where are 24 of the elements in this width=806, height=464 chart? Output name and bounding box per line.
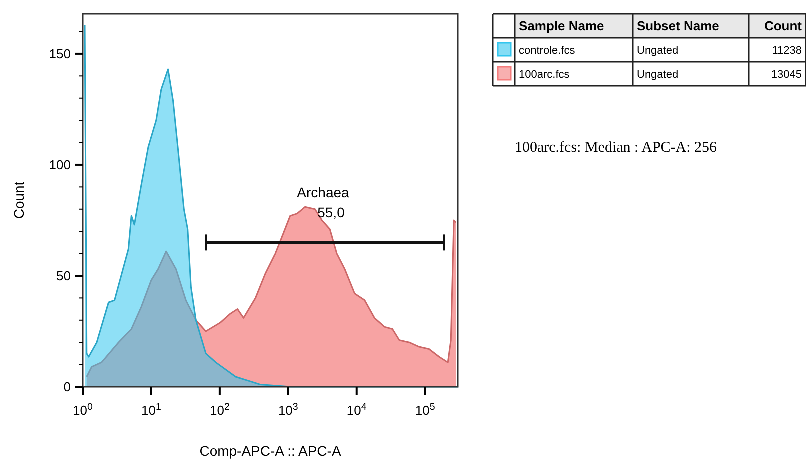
x-tick-label: 10$^{4}$ [346,402,368,418]
y-tick-label: 150 [49,46,71,62]
text: Ungated [637,68,679,81]
annotation: Archaea [297,184,350,201]
text: Subset Name [637,18,720,34]
text: Count [764,18,803,34]
text: Sample Name [519,18,604,34]
y-tick-label: 0 [64,380,71,395]
annotation: 55,0 [318,204,346,221]
x-tick-label: 10$^{1}$ [142,402,162,418]
x-tick-label: 10$^{3}$ [278,402,298,418]
text: 11238 [772,44,802,57]
text: 13045 [771,68,802,81]
y-tick-label: 100 [49,158,71,173]
text: Ungated [637,44,679,57]
legend-label: 100arc.fcs [519,68,570,81]
y-tick-label: 50 [56,268,71,284]
legend-label: controle.fcs [519,44,576,57]
x-tick-label: 10$^{0}$ [73,402,94,418]
y-axis-title: Count [11,182,27,220]
text: 100arc.fcs: Median : APC-A: 256 [515,140,718,156]
x-axis-title: Comp-APC-A :: APC-A [200,443,342,459]
x-tick-label: 10$^{2}$ [210,402,230,418]
x-tick-label: 10$^{5}$ [415,402,436,418]
